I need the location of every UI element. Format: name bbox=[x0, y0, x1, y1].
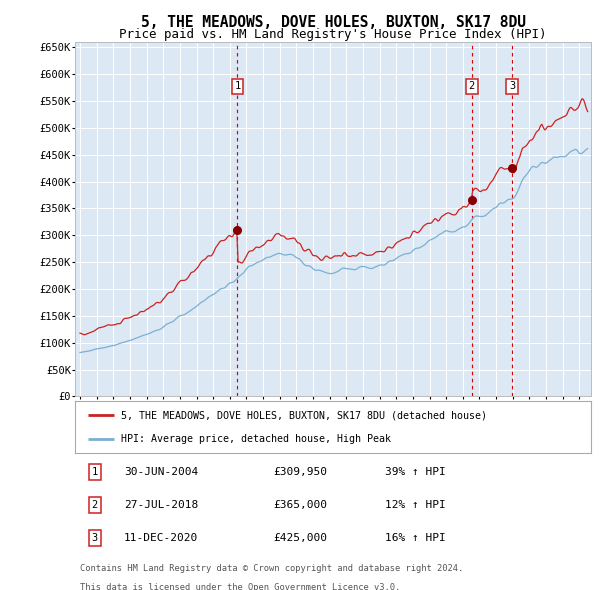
Text: Price paid vs. HM Land Registry's House Price Index (HPI): Price paid vs. HM Land Registry's House … bbox=[119, 28, 547, 41]
Text: 3: 3 bbox=[91, 533, 98, 543]
Text: 39% ↑ HPI: 39% ↑ HPI bbox=[385, 467, 445, 477]
Text: 30-JUN-2004: 30-JUN-2004 bbox=[124, 467, 198, 477]
Text: 27-JUL-2018: 27-JUL-2018 bbox=[124, 500, 198, 510]
Text: £425,000: £425,000 bbox=[274, 533, 328, 543]
Text: 5, THE MEADOWS, DOVE HOLES, BUXTON, SK17 8DU (detached house): 5, THE MEADOWS, DOVE HOLES, BUXTON, SK17… bbox=[121, 410, 487, 420]
Text: Contains HM Land Registry data © Crown copyright and database right 2024.: Contains HM Land Registry data © Crown c… bbox=[80, 565, 463, 573]
Text: 3: 3 bbox=[509, 81, 515, 91]
Text: 1: 1 bbox=[234, 81, 241, 91]
Text: 5, THE MEADOWS, DOVE HOLES, BUXTON, SK17 8DU: 5, THE MEADOWS, DOVE HOLES, BUXTON, SK17… bbox=[140, 15, 526, 30]
Text: 2: 2 bbox=[91, 500, 98, 510]
Text: 2: 2 bbox=[469, 81, 475, 91]
Text: 12% ↑ HPI: 12% ↑ HPI bbox=[385, 500, 445, 510]
Text: £309,950: £309,950 bbox=[274, 467, 328, 477]
Text: 16% ↑ HPI: 16% ↑ HPI bbox=[385, 533, 445, 543]
Text: 1: 1 bbox=[91, 467, 98, 477]
Text: £365,000: £365,000 bbox=[274, 500, 328, 510]
Text: This data is licensed under the Open Government Licence v3.0.: This data is licensed under the Open Gov… bbox=[80, 583, 400, 590]
Text: 11-DEC-2020: 11-DEC-2020 bbox=[124, 533, 198, 543]
Text: HPI: Average price, detached house, High Peak: HPI: Average price, detached house, High… bbox=[121, 434, 391, 444]
